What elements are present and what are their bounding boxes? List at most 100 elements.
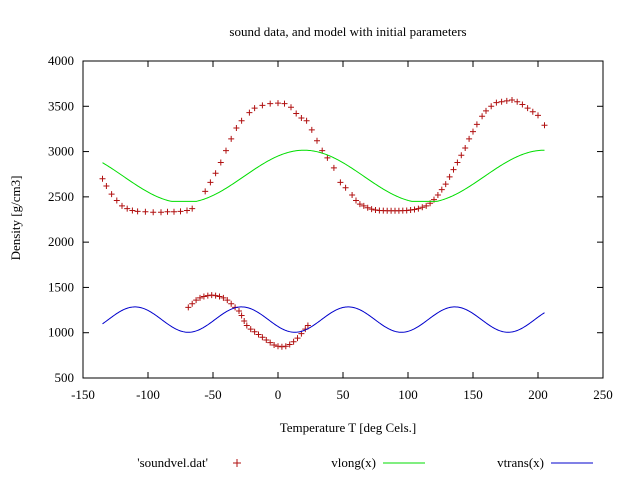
y-tick-label: 3500 [48, 98, 74, 113]
data-point [150, 209, 157, 216]
data-point [446, 173, 453, 180]
data-point [415, 205, 422, 212]
data-point [207, 179, 214, 186]
data-point [411, 206, 418, 213]
data-point [303, 117, 310, 124]
data-point [233, 125, 240, 132]
data-point [236, 307, 242, 314]
data-point [251, 328, 258, 335]
data-point [124, 205, 131, 212]
data-point [498, 98, 505, 105]
data-point [189, 205, 196, 212]
data-point [238, 117, 245, 124]
x-tick-label: 200 [528, 387, 548, 402]
data-point [247, 326, 254, 333]
data-point [259, 334, 266, 341]
data-point [241, 317, 248, 324]
data-point [189, 300, 196, 307]
data-point [450, 166, 457, 173]
data-point [224, 297, 231, 304]
data-point [493, 99, 500, 106]
data-point [255, 331, 262, 338]
data-point [134, 208, 141, 215]
data-point [281, 100, 288, 107]
data-point [113, 197, 120, 204]
data-point [466, 135, 473, 142]
y-tick-label: 2000 [48, 234, 74, 249]
legend-label-vtrans: vtrans(x) [497, 455, 544, 470]
data-point [177, 208, 184, 215]
data-point [142, 208, 149, 215]
data-point [216, 293, 223, 300]
legend-label-soundvel: 'soundvel.dat' [137, 455, 208, 470]
data-point [535, 112, 541, 119]
data-point [171, 208, 177, 215]
data-point [304, 322, 311, 329]
series-line-vtrans [102, 306, 545, 333]
data-point [212, 170, 219, 177]
x-tick-label: 250 [593, 387, 613, 402]
data-point [212, 292, 219, 299]
data-point [99, 175, 106, 182]
legend-label-vlong: vlong(x) [331, 455, 376, 470]
data-point [290, 338, 297, 345]
data-point [119, 202, 125, 209]
data-point [193, 297, 200, 304]
data-point [324, 154, 331, 161]
data-point [488, 103, 495, 110]
data-point [503, 97, 510, 104]
data-point [514, 98, 521, 105]
data-point [184, 207, 190, 214]
data-point [434, 192, 441, 199]
data-point [251, 105, 258, 112]
x-tick-label: 0 [275, 387, 282, 402]
data-point [470, 128, 476, 135]
data-point [288, 104, 294, 111]
data-point [458, 152, 465, 159]
data-point [259, 102, 266, 109]
y-axis-label: Density [g/cm3] [8, 176, 23, 261]
x-tick-label: -50 [204, 387, 221, 402]
data-point [267, 100, 274, 107]
data-point [246, 109, 253, 116]
data-point [267, 339, 274, 346]
data-point [483, 107, 489, 114]
data-point [342, 184, 349, 191]
y-tick-label: 500 [55, 370, 75, 385]
data-point [220, 294, 227, 301]
data-point [164, 208, 171, 215]
x-axis-label: Temperature T [deg Cels.] [280, 420, 417, 435]
data-point [368, 206, 375, 213]
legend: 'soundvel.dat' vlong(x) vtrans(x) [137, 455, 593, 470]
data-point [275, 100, 281, 107]
data-point [479, 113, 486, 120]
data-point [314, 137, 320, 144]
data-point [454, 159, 461, 166]
data-point [438, 186, 445, 193]
data-point [282, 343, 289, 350]
y-axis-ticks: 500 1000 1500 2000 2500 3000 3500 4000 [48, 53, 603, 385]
data-point [271, 341, 278, 348]
data-point [364, 204, 371, 211]
y-tick-label: 1000 [48, 325, 74, 340]
y-tick-label: 1500 [48, 279, 74, 294]
data-point [286, 341, 293, 348]
data-point [356, 201, 363, 208]
data-point [509, 96, 515, 103]
x-axis-ticks: -150 -100 -50 0 50 100 150 200 250 [71, 61, 613, 402]
y-tick-label: 2500 [48, 189, 74, 204]
chart-title: sound data, and model with initial param… [229, 24, 466, 39]
data-point [185, 304, 192, 311]
data-point [158, 209, 164, 216]
data-point [330, 164, 337, 171]
data-point [238, 312, 245, 319]
data-point [223, 147, 229, 154]
series-line-vlong [102, 149, 545, 202]
data-point [349, 192, 356, 199]
y-tick-label: 3000 [48, 144, 74, 159]
data-point [519, 101, 526, 108]
data-point [298, 115, 305, 122]
data-point [419, 204, 426, 211]
